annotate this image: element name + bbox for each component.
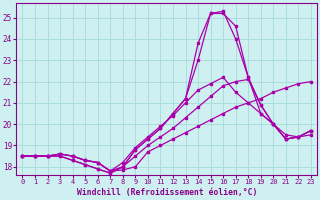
X-axis label: Windchill (Refroidissement éolien,°C): Windchill (Refroidissement éolien,°C) (76, 188, 257, 197)
